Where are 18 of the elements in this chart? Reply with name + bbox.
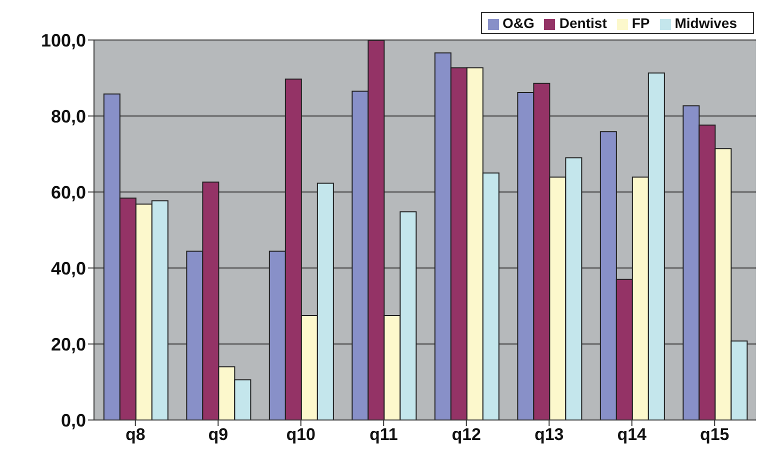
x-tick-label: q13 (534, 425, 564, 444)
legend-label: FP (632, 15, 650, 31)
x-tick-label: q9 (208, 425, 228, 444)
y-tick-label: 20,0 (50, 334, 86, 354)
x-tick-label: q12 (452, 425, 482, 444)
legend-label: Midwives (674, 15, 737, 31)
y-tick-label: 0,0 (60, 410, 86, 430)
x-tick-label: q14 (617, 425, 648, 444)
y-tick-label: 100,0 (40, 30, 86, 50)
y-tick-label: 60,0 (50, 182, 86, 202)
legend-label: Dentist (559, 15, 607, 31)
y-tick-label: 40,0 (50, 258, 86, 278)
legend-label: O&G (502, 15, 534, 31)
x-tick-label: q15 (700, 425, 730, 444)
y-tick-label: 80,0 (50, 106, 86, 126)
x-tick-label: q10 (286, 425, 316, 444)
x-tick-label: q8 (125, 425, 146, 444)
x-tick-label: q11 (369, 425, 398, 444)
